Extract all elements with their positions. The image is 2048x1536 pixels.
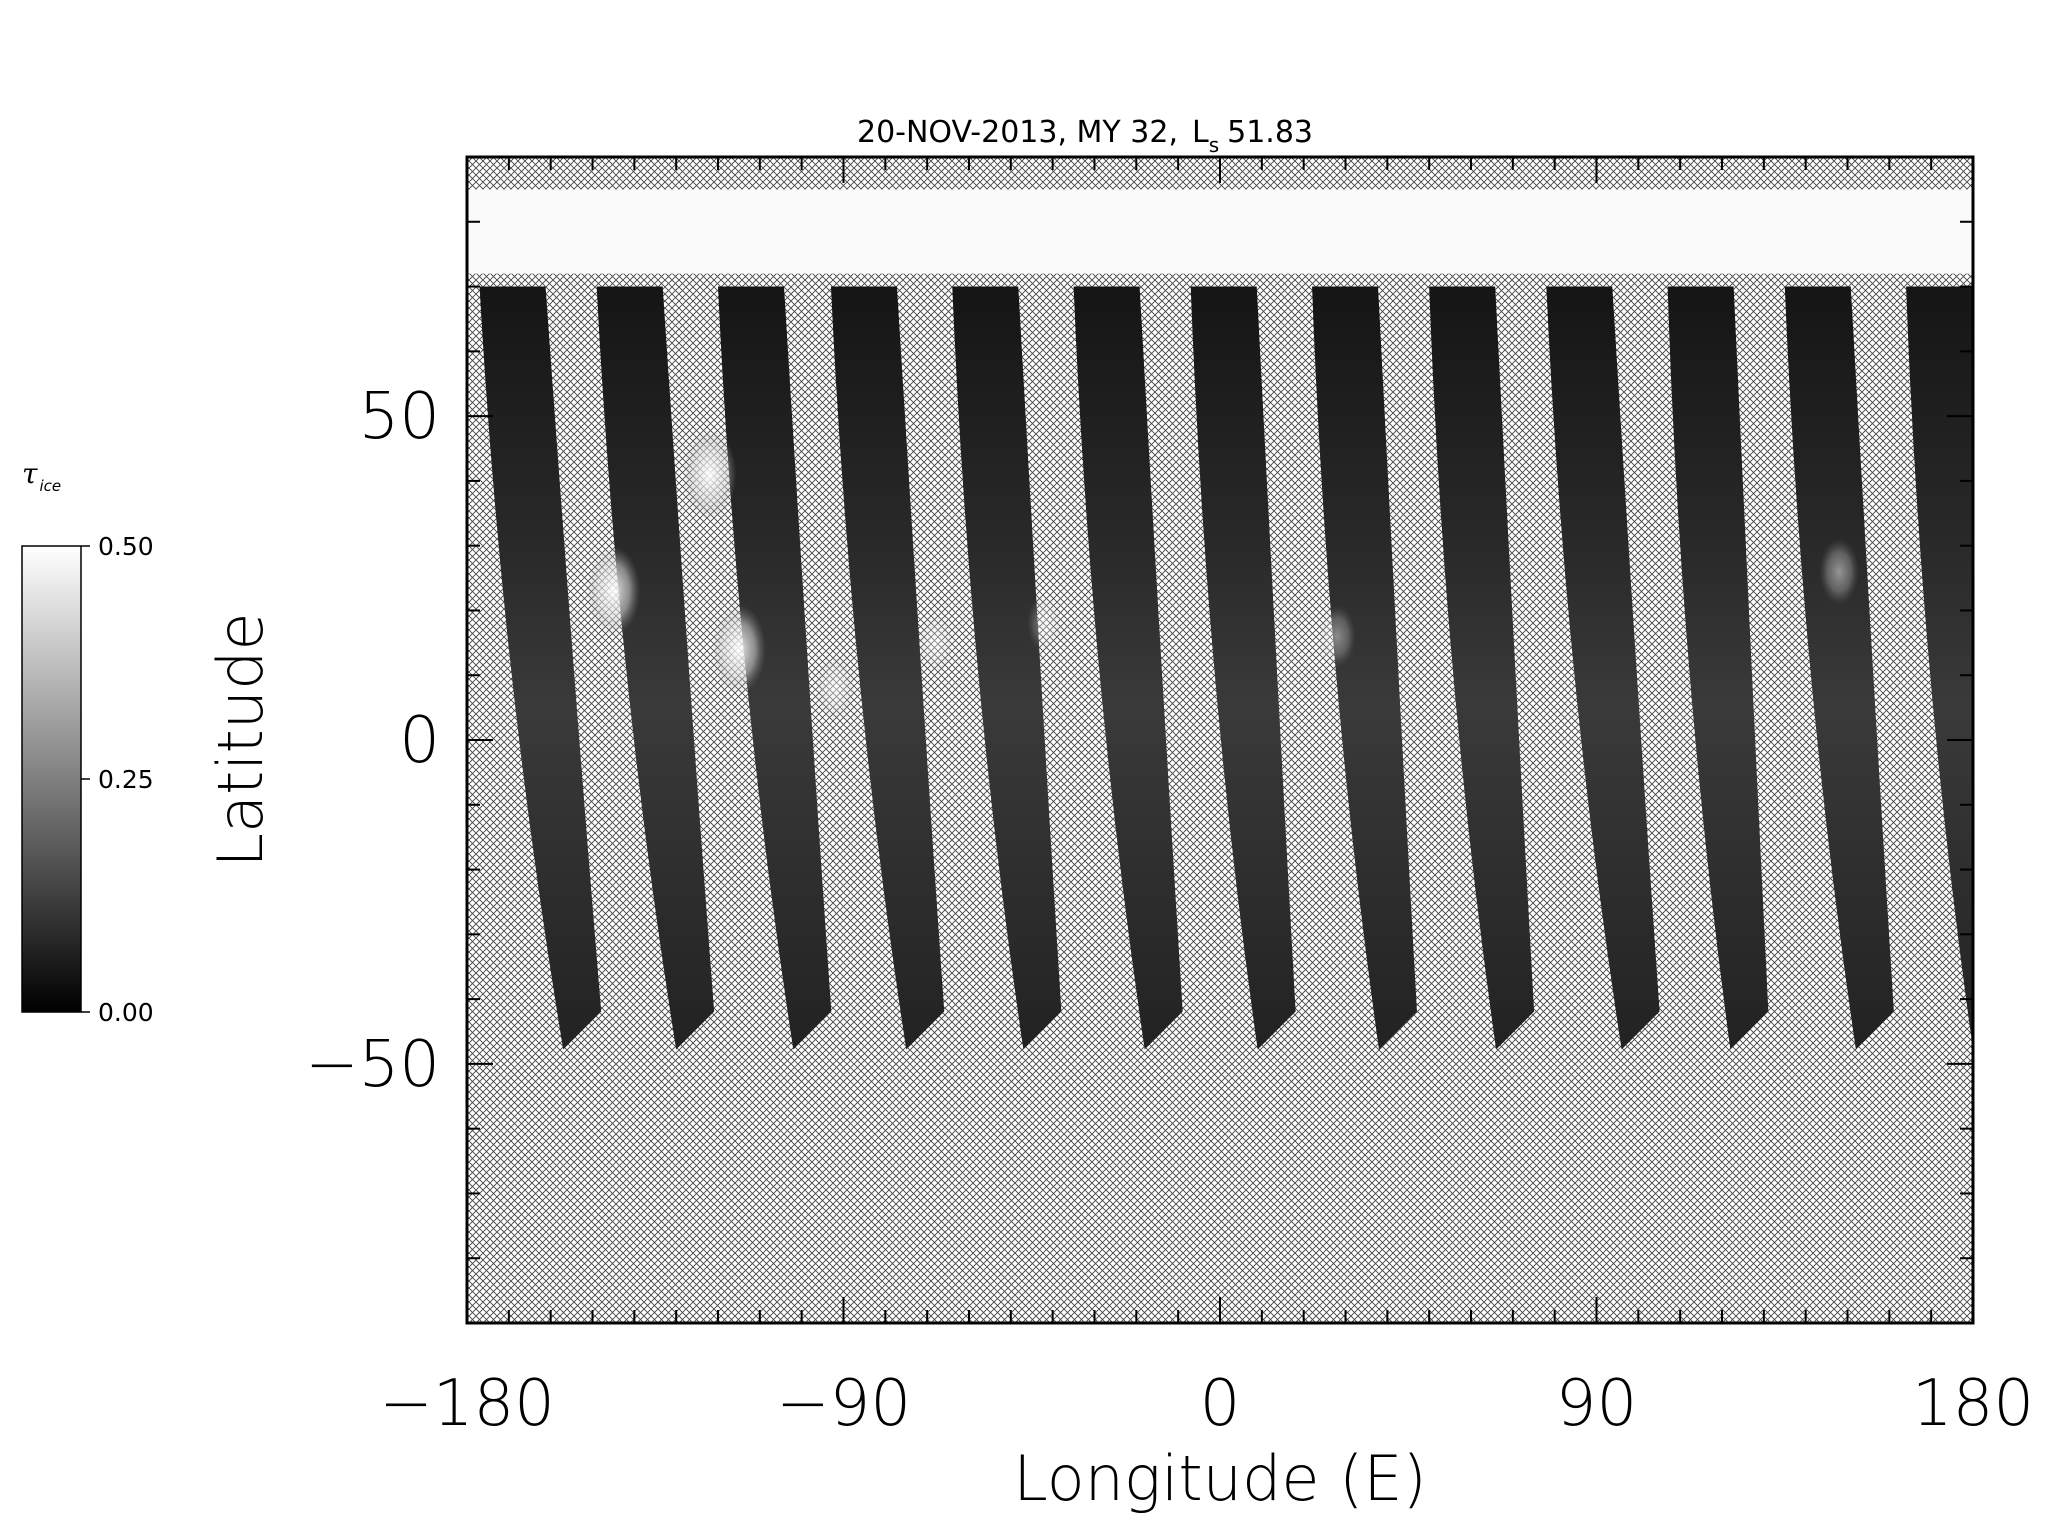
cloud-layer	[586, 429, 1859, 722]
colorbar-ticks: 0.00 0.25 0.50	[81, 532, 154, 1027]
swath-6	[1073, 286, 1183, 1050]
axis-ticks	[466, 156, 1974, 1324]
swath-2	[596, 286, 715, 1050]
swath-10	[1546, 286, 1660, 1050]
y-tick-labels: 50 0 −50	[305, 380, 440, 1102]
swath-13	[1906, 286, 1973, 1050]
swath-12	[1784, 286, 1894, 1050]
colorbar: τ ice 0.00 0.25 0.50	[21, 457, 154, 1027]
ice-cloud-2	[682, 429, 737, 520]
title-date-mars-year: 20-NOV-2013, MY 32,	[857, 115, 1178, 150]
swath-5	[952, 286, 1062, 1050]
ice-cloud-5	[917, 612, 954, 673]
colorbar-symbol: τ	[22, 457, 38, 490]
y-tick-label: 50	[359, 380, 440, 454]
colorbar-symbol-subscript: ice	[40, 477, 62, 495]
x-tick-label: 0	[1200, 1367, 1241, 1441]
ice-cloud-1	[586, 546, 641, 637]
y-axis-label: Latitude	[204, 612, 277, 867]
x-tick-label: 90	[1556, 1367, 1637, 1441]
y-tick-label: 0	[399, 704, 440, 778]
ice-cloud-3	[711, 604, 766, 695]
colorbar-gradient	[21, 545, 82, 1013]
title-ls-value: 51.83	[1227, 115, 1313, 150]
x-axis-label: Longitude (E)	[1013, 1442, 1426, 1515]
swath-4	[830, 286, 945, 1050]
plot-area	[467, 157, 1973, 1323]
x-tick-label: −90	[776, 1367, 911, 1441]
title-ls-subscript: s	[1209, 133, 1219, 157]
polar-cap-region	[467, 189, 1973, 274]
swath-11	[1667, 286, 1769, 1050]
colorbar-tick-label: 0.25	[98, 765, 154, 794]
x-tick-label: −180	[379, 1367, 555, 1441]
swath-9	[1429, 286, 1535, 1050]
x-tick-labels: −180 −90 0 90 180	[379, 1367, 2034, 1441]
colorbar-tick-label: 0.00	[98, 998, 154, 1027]
chart-title: 20-NOV-2013, MY 32, Ls 51.83	[857, 115, 1313, 157]
swath-8	[1312, 286, 1417, 1050]
swath-layer	[479, 286, 1973, 1050]
x-tick-label: 180	[1912, 1367, 2034, 1441]
ice-cloud-7	[1318, 605, 1356, 668]
swath-7	[1190, 286, 1296, 1050]
colorbar-title: τ ice	[22, 457, 61, 495]
ice-cloud-6	[1027, 594, 1062, 653]
swath-1	[479, 286, 602, 1050]
ice-cloud-4	[815, 655, 855, 722]
y-tick-label: −50	[305, 1028, 440, 1102]
ice-cloud-8	[1819, 538, 1859, 605]
colorbar-tick-label: 0.50	[98, 532, 154, 561]
title-ls-symbol: L	[1192, 115, 1209, 150]
swath-3	[718, 286, 832, 1050]
